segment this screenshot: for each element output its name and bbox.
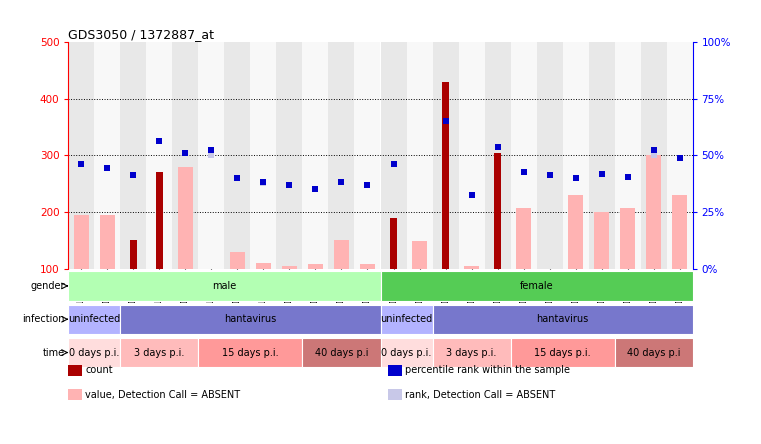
- Text: uninfected: uninfected: [380, 314, 432, 324]
- Bar: [199, 42, 224, 269]
- Bar: [432, 42, 458, 269]
- Bar: [75, 215, 88, 269]
- Bar: [458, 42, 485, 269]
- Bar: [68, 42, 94, 269]
- Text: 3 days p.i.: 3 days p.i.: [446, 348, 497, 357]
- Bar: [390, 218, 396, 269]
- Bar: [100, 215, 115, 269]
- Bar: [199, 338, 303, 367]
- Text: male: male: [212, 281, 237, 291]
- Bar: [130, 240, 137, 269]
- Text: 3 days p.i.: 3 days p.i.: [134, 348, 185, 357]
- Bar: [588, 42, 614, 269]
- Text: rank, Detection Call = ABSENT: rank, Detection Call = ABSENT: [405, 390, 555, 400]
- Bar: [641, 42, 667, 269]
- Bar: [380, 338, 432, 367]
- Bar: [361, 264, 374, 269]
- Bar: [673, 195, 686, 269]
- Text: time: time: [43, 348, 65, 357]
- Bar: [256, 263, 271, 269]
- Bar: [667, 42, 693, 269]
- Bar: [432, 338, 511, 367]
- Bar: [646, 155, 661, 269]
- Bar: [156, 172, 163, 269]
- Bar: [178, 167, 193, 269]
- Bar: [303, 338, 380, 367]
- Text: infection: infection: [22, 314, 65, 324]
- Bar: [511, 42, 537, 269]
- Text: percentile rank within the sample: percentile rank within the sample: [405, 365, 570, 375]
- Bar: [308, 264, 323, 269]
- Bar: [303, 42, 329, 269]
- Text: 15 days p.i.: 15 days p.i.: [534, 348, 591, 357]
- Text: GDS3050 / 1372887_at: GDS3050 / 1372887_at: [68, 28, 215, 41]
- Text: 0 days p.i.: 0 days p.i.: [381, 348, 431, 357]
- Text: female: female: [520, 281, 553, 291]
- Bar: [568, 195, 583, 269]
- Text: gender: gender: [30, 281, 65, 291]
- Bar: [120, 305, 380, 334]
- Bar: [412, 242, 427, 269]
- Bar: [355, 42, 380, 269]
- Bar: [334, 240, 349, 269]
- Bar: [380, 42, 406, 269]
- Bar: [562, 42, 588, 269]
- Bar: [120, 338, 199, 367]
- Bar: [282, 266, 297, 269]
- Bar: [485, 42, 511, 269]
- Text: hantavirus: hantavirus: [537, 314, 588, 324]
- Text: 0 days p.i.: 0 days p.i.: [69, 348, 119, 357]
- Bar: [380, 271, 693, 301]
- Text: value, Detection Call = ABSENT: value, Detection Call = ABSENT: [85, 390, 240, 400]
- Bar: [380, 305, 432, 334]
- Text: 40 days p.i: 40 days p.i: [627, 348, 680, 357]
- Bar: [511, 338, 614, 367]
- Text: uninfected: uninfected: [68, 314, 120, 324]
- Bar: [442, 82, 449, 269]
- Bar: [432, 305, 693, 334]
- Bar: [68, 271, 381, 301]
- Bar: [620, 208, 635, 269]
- Bar: [146, 42, 173, 269]
- Bar: [94, 42, 120, 269]
- Bar: [329, 42, 355, 269]
- Bar: [517, 208, 530, 269]
- Bar: [614, 338, 693, 367]
- Text: 15 days p.i.: 15 days p.i.: [222, 348, 279, 357]
- Bar: [464, 266, 479, 269]
- Bar: [276, 42, 303, 269]
- Bar: [250, 42, 276, 269]
- Text: 40 days p.i: 40 days p.i: [315, 348, 368, 357]
- Bar: [231, 252, 244, 269]
- Bar: [614, 42, 641, 269]
- Bar: [120, 42, 146, 269]
- Bar: [68, 305, 120, 334]
- Bar: [68, 338, 120, 367]
- Bar: [537, 42, 562, 269]
- Bar: [224, 42, 250, 269]
- Text: hantavirus: hantavirus: [224, 314, 276, 324]
- Text: count: count: [85, 365, 113, 375]
- Bar: [406, 42, 432, 269]
- Bar: [495, 153, 501, 269]
- Bar: [173, 42, 199, 269]
- Bar: [594, 212, 609, 269]
